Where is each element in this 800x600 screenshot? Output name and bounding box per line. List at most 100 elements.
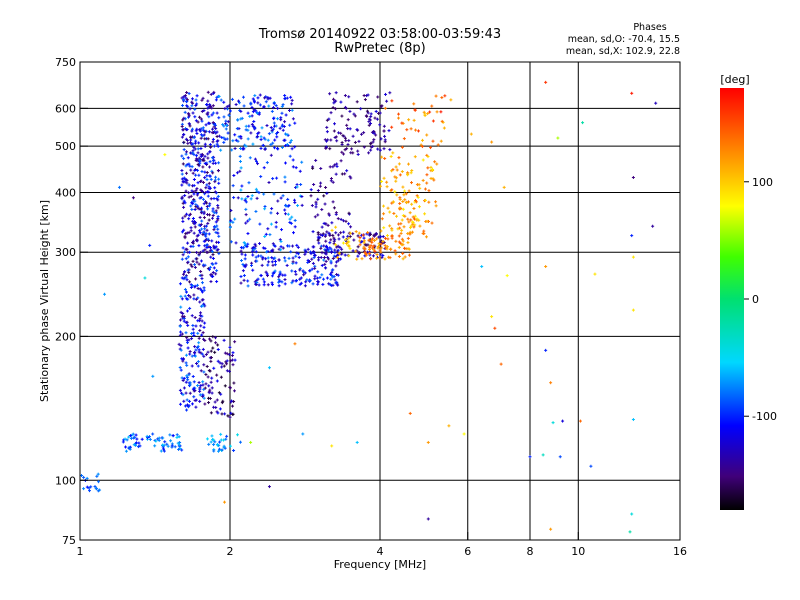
data-point — [182, 98, 186, 102]
data-point — [630, 512, 634, 516]
data-point — [96, 472, 100, 476]
data-point — [209, 359, 213, 363]
data-point — [290, 102, 294, 106]
data-point — [270, 207, 274, 211]
data-point — [345, 123, 349, 127]
data-point — [254, 209, 258, 213]
data-point — [339, 257, 343, 261]
data-point — [369, 257, 373, 261]
data-point — [279, 248, 283, 252]
data-point — [256, 132, 260, 136]
data-point — [401, 257, 405, 261]
data-point — [200, 314, 204, 318]
data-point — [295, 185, 299, 189]
data-point — [212, 228, 216, 232]
data-point — [275, 132, 279, 136]
data-point — [283, 256, 287, 260]
data-point — [311, 261, 315, 265]
data-point — [281, 103, 285, 107]
data-point — [354, 249, 358, 253]
data-point — [324, 239, 328, 243]
data-point — [628, 530, 632, 534]
data-point — [387, 129, 391, 133]
data-point — [190, 127, 194, 131]
data-point — [204, 234, 208, 238]
data-point — [185, 138, 189, 142]
data-point — [162, 449, 166, 453]
data-point — [192, 395, 196, 399]
data-point — [331, 256, 335, 260]
data-point — [328, 165, 332, 169]
data-point — [410, 230, 414, 234]
data-point — [335, 164, 339, 168]
data-point — [283, 273, 287, 277]
data-point — [336, 217, 340, 221]
data-point — [272, 192, 276, 196]
data-point — [202, 109, 206, 113]
data-point — [229, 208, 233, 212]
data-point — [161, 443, 165, 447]
data-point — [367, 151, 371, 155]
data-point — [244, 207, 248, 211]
legend-line-x: mean, sd,X: 102.9, 22.8 — [566, 46, 680, 57]
data-point — [215, 379, 219, 383]
data-point — [398, 173, 402, 177]
data-point — [182, 272, 186, 276]
data-point — [328, 282, 332, 286]
data-point — [240, 184, 244, 188]
data-point — [246, 284, 250, 288]
data-point — [311, 166, 315, 170]
data-point — [382, 147, 386, 151]
data-point — [248, 114, 252, 118]
data-point — [318, 236, 322, 240]
data-point — [243, 257, 247, 261]
data-point — [181, 128, 185, 132]
data-point — [209, 339, 213, 343]
data-point — [283, 278, 287, 282]
data-point — [194, 119, 198, 123]
data-point — [433, 160, 437, 164]
data-point — [380, 155, 384, 159]
data-point — [190, 100, 194, 104]
data-point — [398, 202, 402, 206]
data-point — [324, 248, 328, 252]
data-point — [219, 375, 223, 379]
data-point — [353, 114, 357, 118]
data-point — [376, 147, 380, 151]
data-point — [302, 270, 306, 274]
data-point — [281, 194, 285, 198]
data-point — [161, 436, 165, 440]
data-point — [191, 244, 195, 248]
data-point — [325, 246, 329, 250]
data-point — [240, 197, 244, 201]
data-point — [447, 424, 451, 428]
data-point — [394, 165, 398, 169]
data-point — [202, 212, 206, 216]
data-point — [319, 181, 323, 185]
data-point — [188, 391, 192, 395]
data-point — [223, 384, 227, 388]
data-point — [216, 206, 220, 210]
data-point — [254, 282, 258, 286]
data-point — [255, 134, 259, 138]
data-point — [329, 111, 333, 115]
data-point — [316, 270, 320, 274]
data-point — [208, 265, 212, 269]
data-point — [273, 269, 277, 273]
data-point — [293, 145, 297, 149]
data-point — [188, 280, 192, 284]
data-point — [193, 147, 197, 151]
data-point — [198, 215, 202, 219]
data-point — [180, 96, 184, 100]
data-point — [195, 260, 199, 264]
data-point — [326, 138, 330, 142]
data-point — [202, 239, 206, 243]
data-point — [182, 133, 186, 137]
data-point — [298, 169, 302, 173]
data-point — [181, 246, 185, 250]
data-point — [231, 351, 235, 355]
data-point — [283, 144, 287, 148]
data-point — [334, 99, 338, 103]
data-point — [324, 146, 328, 150]
